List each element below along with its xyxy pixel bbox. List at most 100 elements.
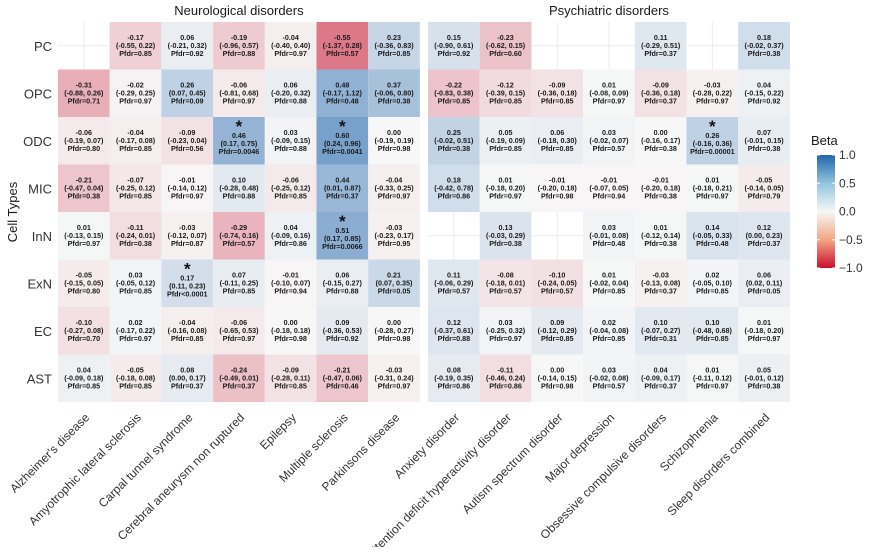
cell-beta-label: -0.01 — [652, 175, 668, 184]
cell-beta-label: 0.02 — [705, 270, 719, 279]
cell-beta-label: -0.09 — [179, 128, 195, 137]
cell-pfdr-label: Pfdr=0.37 — [326, 192, 359, 201]
cell-pfdr-label: Pfdr=0.92 — [438, 49, 471, 58]
heatmap-cell — [316, 164, 369, 212]
heatmap-cell — [428, 259, 480, 307]
cell-beta-label: 0.01 — [705, 175, 719, 184]
heatmap-cell — [634, 212, 687, 260]
cell-ci-label: (-0.96, 0.57) — [219, 41, 259, 50]
y-tick-label: EC — [34, 324, 52, 339]
cell-beta-label: 0.09 — [550, 318, 564, 327]
cell-pfdr-label: Pfdr=0.88 — [326, 287, 359, 296]
cell-ci-label: (-0.21, 0.32) — [168, 41, 208, 50]
cell-pfdr-label: Pfdr=0.0046 — [219, 147, 260, 156]
heatmap-cell — [161, 212, 214, 260]
heatmap-cell — [479, 22, 532, 70]
heatmap-cell — [316, 22, 369, 70]
cell-ci-label: (-0.14, 0.15) — [538, 373, 578, 382]
heatmap-cell — [583, 259, 635, 307]
cell-ci-label: (-0.74, 0.16) — [219, 231, 259, 240]
cell-ci-label: (-0.11, 0.12) — [693, 373, 732, 382]
cell-ci-label: (-0.11, 0.25) — [220, 278, 259, 287]
cell-pfdr-label: Pfdr=0.85 — [119, 144, 152, 153]
cell-pfdr-label: Pfdr=0.97 — [68, 239, 101, 248]
heatmap-cell — [368, 212, 420, 260]
cell-beta-label: 0.05 — [757, 365, 771, 374]
heatmap-cell — [213, 212, 265, 260]
cell-pfdr-label: Pfdr=0.97 — [119, 97, 152, 106]
cell-beta-label: 0.14 — [705, 223, 719, 232]
y-axis-title: Cell Types — [5, 181, 20, 242]
cell-beta-label: -0.04 — [179, 318, 195, 327]
cell-ci-label: (-0.18, 0.30) — [538, 136, 578, 145]
heatmap-cell — [58, 212, 110, 260]
cell-beta-label: 0.17 — [180, 273, 194, 282]
cell-pfdr-label: Pfdr=0.38 — [748, 49, 781, 58]
cell-beta-label: -0.01 — [549, 175, 565, 184]
cell-pfdr-label: Pfdr=0.38 — [748, 144, 781, 153]
cell-beta-label: -0.04 — [386, 175, 402, 184]
y-tick-label: AST — [27, 371, 52, 386]
cell-pfdr-label: Pfdr=0.79 — [748, 192, 781, 201]
cell-ci-label: (-0.25, 0.32) — [486, 326, 526, 335]
cell-beta-label: 0.10 — [654, 318, 668, 327]
x-tick-label: Carpal tunnel syndrome — [96, 410, 196, 510]
cell-beta-label: -0.03 — [704, 80, 720, 89]
heatmap-cell — [738, 22, 790, 70]
significance-star: * — [184, 260, 191, 279]
heatmap-cell — [368, 22, 420, 70]
cell-pfdr-label: Pfdr=0.37 — [748, 239, 781, 248]
cell-ci-label: (-0.25, 0.12) — [271, 183, 311, 192]
heatmap-cell — [479, 354, 532, 402]
heatmap-cell — [58, 117, 110, 165]
legend-tick-label: 0.0 — [839, 205, 856, 219]
cell-pfdr-label: Pfdr=0.57 — [489, 287, 522, 296]
cell-ci-label: (-0.12, 0.07) — [168, 231, 208, 240]
cell-beta-label: 0.04 — [77, 365, 91, 374]
cell-ci-label: (-0.03, 0.29) — [486, 231, 526, 240]
cell-pfdr-label: Pfdr=0.57 — [223, 239, 256, 248]
heatmap-cell — [161, 307, 214, 355]
cell-beta-label: -0.11 — [498, 365, 514, 374]
cell-beta-label: -0.17 — [127, 33, 143, 42]
heatmap-cell — [686, 69, 739, 117]
heatmap-cell — [583, 117, 635, 165]
cell-beta-label: -0.06 — [76, 128, 92, 137]
heatmap-cell — [316, 354, 369, 402]
cell-ci-label: (-0.88, 0.26) — [64, 88, 104, 97]
cell-pfdr-label: Pfdr=0.85 — [119, 287, 152, 296]
heatmap-cell — [738, 212, 790, 260]
cell-beta-label: -0.03 — [652, 270, 668, 279]
cell-ci-label: (-0.09, 0.18) — [64, 373, 104, 382]
heatmap-cell — [109, 117, 162, 165]
cell-pfdr-label: Pfdr=0.85 — [541, 334, 574, 343]
cell-pfdr-label: Pfdr=0.71 — [68, 97, 101, 106]
cell-beta-label: -0.21 — [334, 365, 350, 374]
cell-pfdr-label: Pfdr=0.86 — [489, 382, 522, 391]
cell-pfdr-label: Pfdr=0.57 — [593, 144, 626, 153]
cell-beta-label: -0.01 — [179, 175, 195, 184]
cell-ci-label: (0.02, 0.11) — [746, 278, 783, 287]
heatmap-cell — [264, 164, 317, 212]
significance-star: * — [709, 117, 716, 136]
heatmap-cell — [161, 354, 214, 402]
cell-ci-label: (-0.62, 0.15) — [486, 41, 526, 50]
cell-beta-label: -0.04 — [127, 128, 143, 137]
cell-beta-label: 0.26 — [705, 131, 719, 140]
cell-ci-label: (-0.04, 0.08) — [589, 326, 629, 335]
cell-ci-label: (-1.37, 0.28) — [323, 41, 363, 50]
cell-ci-label: (-0.19, 0.09) — [486, 136, 526, 145]
cell-beta-label: 0.03 — [602, 223, 616, 232]
cell-ci-label: (-0.36, 0.83) — [374, 41, 414, 50]
cell-ci-label: (-0.83, 0.38) — [434, 88, 474, 97]
cell-beta-label: 0.23 — [387, 33, 401, 42]
cell-ci-label: (-0.13, 0.15) — [64, 231, 104, 240]
cell-ci-label: (-0.15, 0.22) — [744, 88, 784, 97]
cell-beta-label: 0.00 — [284, 318, 298, 327]
cell-ci-label: (-0.12, 0.29) — [538, 326, 578, 335]
significance-star: * — [236, 117, 243, 136]
cell-pfdr-label: Pfdr=0.85 — [696, 287, 729, 296]
legend-tick-label: 1.0 — [839, 148, 856, 162]
cell-pfdr-label: Pfdr=0.98 — [378, 144, 411, 153]
